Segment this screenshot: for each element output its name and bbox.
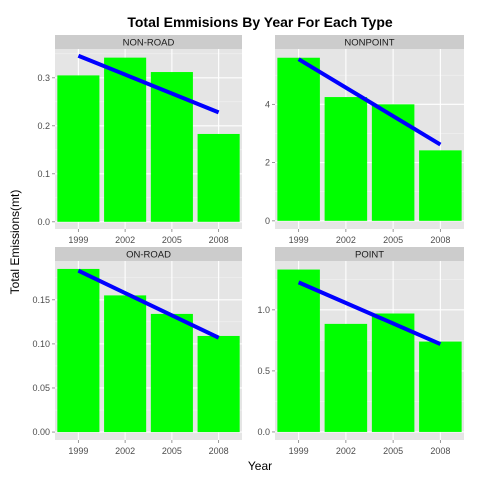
panel-non-road: NON-ROAD 0.0 0.1 0.2 0.3 1999 2002 2005 2008 (37, 35, 242, 245)
y-tick-label: 1.0 (257, 305, 270, 315)
bar-2002 (324, 97, 368, 221)
y-tick-label: 0.0 (37, 217, 50, 227)
y-tick-label: 0.05 (32, 383, 50, 393)
bar-1999 (57, 75, 100, 222)
y-tick-label: 2 (265, 158, 270, 168)
y-tick-label: 0.0 (257, 427, 270, 437)
bar-2008 (419, 150, 462, 221)
x-tick-label: 2005 (162, 446, 182, 456)
panel-point: POINT 0.0 0.5 1.0 1999 2002 2005 2008 (257, 247, 464, 456)
trend-line (297, 57, 442, 147)
y-tick-label: 0.00 (32, 427, 50, 437)
x-tick-label: 2002 (115, 235, 135, 245)
trend-line (297, 280, 442, 346)
x-tick-label: 2008 (209, 446, 229, 456)
x-tick-label: 2005 (383, 446, 403, 456)
x-tick-label: 2005 (162, 235, 182, 245)
x-tick-label: 2002 (336, 235, 356, 245)
y-axis-label: Total Emissions(mt) (8, 190, 22, 295)
bar-1999 (277, 57, 320, 221)
x-tick-label: 1999 (289, 446, 309, 456)
x-tick-label: 1999 (68, 446, 88, 456)
bar-2005 (371, 104, 415, 221)
strip-label: NONPOINT (344, 38, 394, 49)
x-tick-label: 2002 (115, 446, 135, 456)
y-tick-label: 0.3 (37, 73, 50, 83)
y-tick-label: 0.15 (32, 295, 50, 305)
bar-1999 (57, 268, 100, 433)
bar-2008 (197, 133, 240, 222)
y-tick-label: 0.1 (37, 169, 50, 179)
y-tick-label: 0.5 (257, 366, 270, 376)
trend-line (77, 53, 220, 115)
strip-label: POINT (355, 250, 384, 261)
bar-2008 (419, 341, 462, 432)
x-tick-label: 2008 (430, 235, 450, 245)
strip-label: ON-ROAD (126, 250, 171, 261)
y-tick-label: 0.10 (32, 339, 50, 349)
bar-2002 (324, 323, 368, 432)
bar-2005 (150, 313, 193, 433)
x-tick-label: 2008 (209, 235, 229, 245)
x-tick-label: 1999 (289, 235, 309, 245)
strip-background (55, 35, 242, 49)
y-tick-label: 0.2 (37, 121, 50, 131)
x-tick-label: 2005 (383, 235, 403, 245)
bar-2002 (104, 295, 147, 433)
bar-1999 (277, 269, 320, 432)
x-tick-label: 1999 (68, 235, 88, 245)
bar-2005 (371, 313, 415, 432)
x-tick-label: 2002 (336, 446, 356, 456)
bar-2002 (104, 57, 147, 222)
bar-2008 (197, 335, 240, 433)
strip-background (275, 247, 464, 261)
y-tick-label: 0 (265, 216, 270, 226)
chart-title: Total Emmisions By Year For Each Type (127, 14, 393, 30)
panel-on-road: ON-ROAD 0.00 0.05 0.10 0.15 1999 2002 2005 2008 (32, 247, 242, 456)
x-axis-label: Year (248, 459, 272, 473)
y-tick-label: 4 (265, 99, 270, 109)
panel-nonpoint: NONPOINT 0 2 4 1999 2002 2005 2008 (265, 35, 464, 245)
trend-line (77, 268, 220, 340)
strip-background (275, 35, 464, 49)
x-tick-label: 2008 (430, 446, 450, 456)
strip-label: NON-ROAD (123, 38, 175, 49)
strip-background (55, 247, 242, 261)
